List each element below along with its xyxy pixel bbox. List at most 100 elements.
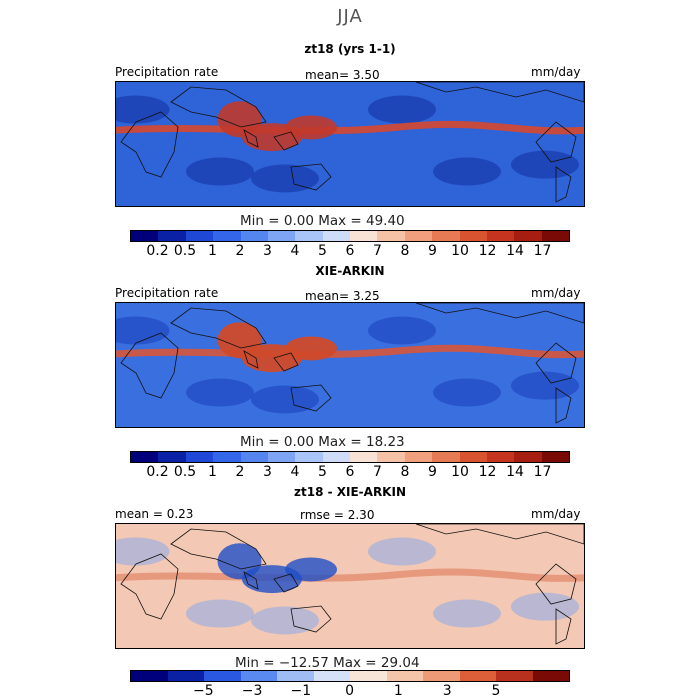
colorbar-swatch: [486, 452, 515, 462]
colorbar-swatch: [167, 671, 204, 681]
colorbar-tick-label: 8: [400, 464, 410, 480]
colorbar-swatch: [350, 231, 378, 241]
panel-1-colorbar-ticks: 0.2 0.5 1 2 3 4 5 6 7 8 9 10 12 14 17: [0, 243, 700, 263]
colorbar-swatch: [486, 231, 515, 241]
colorbar-tick-label: −3: [241, 683, 263, 699]
colorbar-tick-label: 0.2: [146, 464, 169, 480]
colorbar-swatch: [131, 231, 159, 241]
panel-3-colorbar: [130, 670, 570, 682]
colorbar-swatch: [295, 452, 323, 462]
panel-1-units-label: mm/day: [531, 65, 581, 79]
colorbar-swatch: [532, 671, 569, 681]
colorbar-swatch: [295, 231, 323, 241]
colorbar-tick-label: 12: [478, 243, 497, 259]
colorbar-swatch: [131, 452, 159, 462]
colorbar-swatch: [404, 452, 433, 462]
colorbar-swatch: [432, 231, 460, 241]
colorbar-tick-label: 4: [290, 243, 300, 259]
colorbar-tick-label: 12: [478, 464, 497, 480]
colorbar-swatch: [313, 671, 350, 681]
colorbar-swatch: [541, 231, 569, 241]
colorbar-swatch: [213, 452, 241, 462]
colorbar-tick-label: 5: [318, 464, 327, 480]
colorbar-tick-label: 1: [208, 243, 217, 259]
colorbar-tick-label: 5: [491, 683, 501, 699]
colorbar-tick-label: 14: [506, 243, 524, 259]
panel-2-variable-label: Precipitation rate: [115, 286, 219, 300]
colorbar-swatch: [158, 231, 186, 241]
colorbar-tick-label: 2: [235, 464, 245, 480]
colorbar-swatch: [459, 671, 496, 681]
colorbar-tick-label: 0: [345, 683, 355, 699]
map-field: [116, 303, 584, 427]
colorbar-tick-label: 6: [345, 243, 355, 259]
panel-1-minmax: Min = 0.00 Max = 49.40: [240, 213, 405, 229]
panel-2-map: [115, 302, 585, 428]
colorbar-tick-label: 10: [451, 243, 469, 259]
colorbar-swatch: [240, 671, 277, 681]
colorbar-tick-label: 0.2: [146, 243, 169, 259]
panel-2-colorbar-ticks: 0.2 0.5 1 2 3 4 5 6 7 8 9 10 12 14 17: [0, 464, 700, 484]
panel-2-units-label: mm/day: [531, 286, 581, 300]
colorbar-swatch: [204, 671, 241, 681]
panel-2-colorbar: [130, 451, 570, 463]
panel-1-mean-label: mean= 3.50: [305, 68, 380, 82]
panel-3-map: [115, 523, 585, 649]
colorbar-tick-label: 1: [393, 683, 403, 699]
colorbar-swatch: [213, 231, 241, 241]
colorbar-swatch: [322, 231, 350, 241]
colorbar-swatch: [423, 671, 460, 681]
panel-3-colorbar-ticks: −5 −3 −1 0 1 3 5: [0, 683, 700, 700]
colorbar-swatch: [377, 231, 405, 241]
colorbar-swatch: [432, 452, 460, 462]
colorbar-tick-label: 17: [533, 464, 552, 480]
colorbar-tick-label: −5: [193, 683, 214, 699]
colorbar-swatch: [240, 231, 268, 241]
colorbar-tick-label: 6: [345, 464, 355, 480]
panel-1-variable-label: Precipitation rate: [115, 65, 219, 79]
panel-3-units-label: mm/day: [531, 507, 581, 521]
panel-1-colorbar: [130, 230, 570, 242]
colorbar-swatch: [267, 231, 296, 241]
panel-1-title: zt18 (yrs 1-1): [304, 42, 396, 56]
colorbar-swatch: [404, 231, 433, 241]
colorbar-tick-label: 14: [506, 464, 524, 480]
map-field: [116, 82, 584, 206]
panel-3-rmse-label: rmse = 2.30: [300, 508, 375, 522]
colorbar-swatch: [185, 452, 214, 462]
colorbar-tick-label: 3: [442, 683, 452, 699]
colorbar-tick-label: 2: [235, 243, 245, 259]
colorbar-tick-label: 7: [373, 243, 382, 259]
colorbar-tick-label: 3: [263, 464, 272, 480]
panel-2-mean-label: mean= 3.25: [305, 289, 380, 303]
colorbar-tick-label: 5: [318, 243, 327, 259]
panel-3-minmax: Min = −12.57 Max = 29.04: [235, 655, 420, 671]
panel-1-map: [115, 81, 585, 207]
map-field: [116, 524, 584, 648]
colorbar-swatch: [277, 671, 314, 681]
colorbar-swatch: [350, 671, 387, 681]
colorbar-swatch: [459, 231, 487, 241]
colorbar-swatch: [240, 452, 268, 462]
colorbar-tick-label: −1: [290, 683, 312, 699]
colorbar-swatch: [158, 452, 186, 462]
season-title: JJA: [337, 6, 363, 27]
panel-3-mean-label: mean = 0.23: [115, 507, 194, 521]
colorbar-tick-label: 1: [208, 464, 217, 480]
colorbar-tick-label: 4: [290, 464, 300, 480]
panel-2-minmax: Min = 0.00 Max = 18.23: [240, 434, 405, 450]
colorbar-swatch: [185, 231, 214, 241]
colorbar-tick-label: 10: [451, 464, 469, 480]
colorbar-tick-label: 9: [428, 243, 437, 259]
colorbar-swatch: [386, 671, 423, 681]
colorbar-swatch: [514, 452, 542, 462]
colorbar-tick-label: 7: [373, 464, 382, 480]
panel-2-title: XIE-ARKIN: [315, 264, 385, 278]
panel-3-title: zt18 - XIE-ARKIN: [294, 485, 406, 499]
colorbar-swatch: [459, 452, 487, 462]
colorbar-tick-label: 8: [400, 243, 410, 259]
colorbar-swatch: [322, 452, 350, 462]
colorbar-tick-label: 17: [533, 243, 552, 259]
colorbar-tick-label: 0.5: [173, 464, 197, 480]
colorbar-tick-label: 3: [263, 243, 272, 259]
